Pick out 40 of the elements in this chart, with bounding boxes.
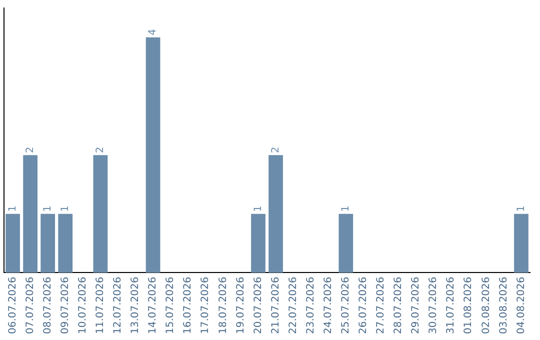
x-tick-label: 15.07.2026 xyxy=(165,276,176,334)
x-tick-label: 20.07.2026 xyxy=(252,276,264,334)
data-label: 1 xyxy=(60,206,71,212)
x-tick-label: 31.07.2026 xyxy=(446,276,457,334)
x-tick-label: 12.07.2026 xyxy=(112,276,124,334)
x-tick-label: 29.07.2026 xyxy=(410,276,422,334)
x-tick-label: 27.07.2026 xyxy=(376,276,387,334)
x-tick-label: 19.07.2026 xyxy=(235,276,246,334)
x-tick-label: 26.07.2026 xyxy=(358,276,370,334)
data-label: 2 xyxy=(24,146,36,154)
x-tick-label: 01.08.2026 xyxy=(463,276,474,334)
x-tick-label: 28.07.2026 xyxy=(393,276,404,334)
x-tick-label: 16.07.2026 xyxy=(182,276,194,334)
x-tick-label: 13.07.2026 xyxy=(130,276,142,334)
x-tick-label: 24.07.2026 xyxy=(322,276,334,334)
x-tick-label: 10.07.2026 xyxy=(77,276,88,334)
x-tick-label: 23.07.2026 xyxy=(305,276,316,334)
data-label: 1 xyxy=(42,206,54,212)
data-label: 2 xyxy=(95,146,106,154)
x-tick-label: 02.08.2026 xyxy=(480,276,492,334)
x-tick-label: 25.07.2026 xyxy=(340,276,352,334)
data-label: 4 xyxy=(148,29,159,36)
x-tick-label: 11.07.2026 xyxy=(95,276,106,334)
data-label: 1 xyxy=(7,206,18,212)
data-label: 1 xyxy=(252,206,264,212)
x-tick-label: 06.07.2026 xyxy=(7,276,18,334)
data-label: 2 xyxy=(270,146,282,154)
x-tick-label: 09.07.2026 xyxy=(60,276,71,334)
x-tick-label: 17.07.2026 xyxy=(200,276,212,334)
x-tick-label: 30.07.2026 xyxy=(428,276,440,334)
data-label: 1 xyxy=(516,206,527,212)
x-tick-label: 18.07.2026 xyxy=(218,276,229,334)
x-tick-label: 03.08.2026 xyxy=(498,276,510,334)
x-tick-label: 21.07.2026 xyxy=(270,276,282,334)
x-tick-label: 08.07.2026 xyxy=(42,276,54,334)
x-tick-label: 14.07.2026 xyxy=(148,276,159,334)
x-tick-label: 07.07.2026 xyxy=(24,276,36,334)
data-label: 1 xyxy=(340,206,352,212)
x-tick-label: 04.08.2026 xyxy=(516,276,527,334)
x-tick-label: 22.07.2026 xyxy=(288,276,299,334)
